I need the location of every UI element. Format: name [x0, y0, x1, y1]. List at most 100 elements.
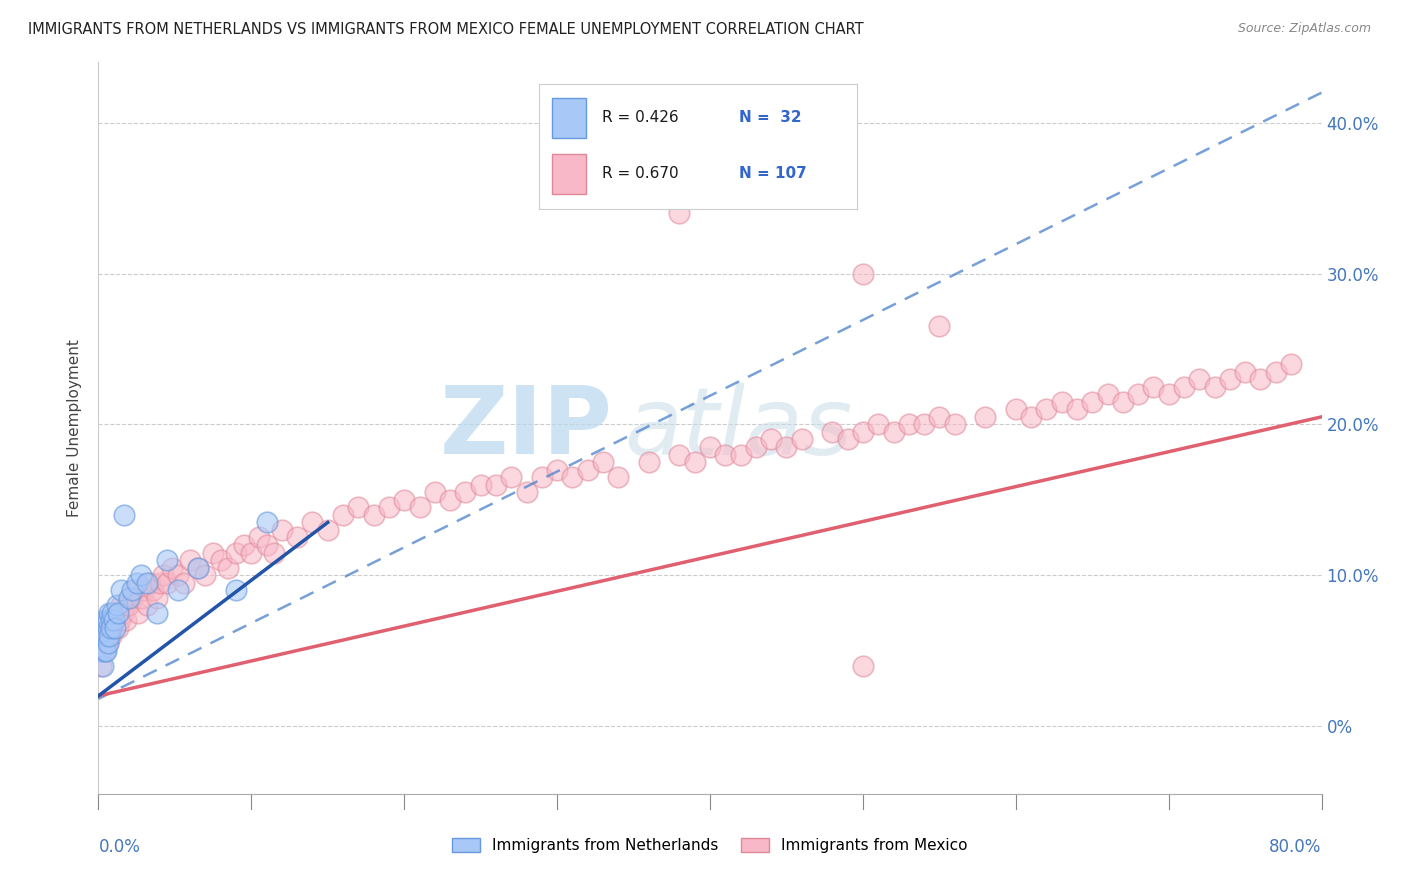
Text: IMMIGRANTS FROM NETHERLANDS VS IMMIGRANTS FROM MEXICO FEMALE UNEMPLOYMENT CORREL: IMMIGRANTS FROM NETHERLANDS VS IMMIGRANT…: [28, 22, 863, 37]
Point: [897, 417, 920, 432]
Point: [112, 508, 135, 522]
Point: [759, 433, 782, 447]
Point: [912, 417, 935, 432]
Point: [240, 545, 263, 559]
Point: [105, 606, 128, 620]
Point: [187, 560, 209, 574]
Point: [301, 516, 323, 530]
Point: [90, 643, 112, 657]
Point: [285, 531, 308, 545]
Point: [247, 531, 270, 545]
Point: [225, 583, 247, 598]
Point: [256, 516, 278, 530]
Point: [110, 583, 132, 598]
Text: atlas: atlas: [624, 383, 852, 474]
Point: [97, 636, 120, 650]
Point: [139, 575, 162, 590]
Point: [110, 599, 132, 613]
Point: [714, 448, 737, 462]
Point: [94, 628, 117, 642]
Point: [775, 440, 797, 454]
Point: [1128, 387, 1150, 401]
Point: [167, 568, 190, 582]
Point: [423, 485, 446, 500]
Point: [1081, 394, 1104, 409]
Point: [98, 628, 121, 642]
Point: [129, 591, 152, 605]
Text: 0.0%: 0.0%: [98, 838, 141, 855]
Point: [1157, 387, 1180, 401]
Point: [167, 583, 190, 598]
Point: [136, 575, 159, 590]
Point: [546, 462, 568, 476]
Point: [127, 606, 149, 620]
Point: [115, 614, 138, 628]
Point: [91, 628, 114, 642]
Point: [103, 614, 125, 628]
Text: 80.0%: 80.0%: [1270, 838, 1322, 855]
Point: [516, 485, 538, 500]
Point: [91, 658, 114, 673]
Point: [1279, 357, 1302, 371]
Point: [332, 508, 354, 522]
Point: [94, 628, 117, 642]
Point: [93, 614, 115, 628]
Point: [501, 470, 523, 484]
Point: [1264, 365, 1286, 379]
Point: [470, 477, 492, 491]
Point: [668, 448, 690, 462]
Point: [637, 455, 661, 469]
Point: [173, 575, 195, 590]
Point: [561, 470, 583, 484]
Point: [98, 621, 121, 635]
Point: [94, 643, 117, 657]
Point: [156, 553, 179, 567]
Point: [118, 599, 141, 613]
Point: [790, 433, 813, 447]
Point: [232, 538, 254, 552]
Point: [134, 583, 156, 598]
Point: [93, 643, 115, 657]
Point: [592, 455, 614, 469]
Point: [363, 508, 385, 522]
Point: [683, 455, 706, 469]
Point: [103, 621, 125, 635]
Point: [1173, 380, 1195, 394]
Point: [1004, 402, 1026, 417]
Point: [1066, 402, 1088, 417]
Point: [270, 523, 292, 537]
Text: Source: ZipAtlas.com: Source: ZipAtlas.com: [1237, 22, 1371, 36]
Point: [145, 606, 167, 620]
Point: [108, 614, 131, 628]
Point: [124, 583, 146, 598]
Point: [187, 560, 209, 574]
Point: [117, 599, 139, 613]
Point: [101, 606, 124, 620]
Point: [928, 409, 950, 424]
Point: [485, 477, 508, 491]
Point: [821, 425, 844, 439]
Point: [107, 621, 129, 635]
Point: [121, 583, 143, 598]
Point: [121, 591, 143, 605]
Point: [225, 545, 247, 559]
Point: [1249, 372, 1271, 386]
Point: [408, 500, 430, 515]
Point: [98, 606, 121, 620]
Point: [852, 267, 875, 281]
Point: [974, 409, 997, 424]
Point: [104, 614, 127, 628]
Point: [439, 492, 461, 507]
Point: [97, 621, 120, 635]
Point: [156, 575, 179, 590]
Point: [263, 545, 285, 559]
Point: [1097, 387, 1119, 401]
Point: [1142, 380, 1164, 394]
Point: [104, 621, 127, 635]
Point: [152, 568, 174, 582]
Point: [118, 591, 141, 605]
Point: [1019, 409, 1042, 424]
Point: [100, 628, 122, 642]
Point: [392, 492, 416, 507]
Point: [256, 538, 278, 552]
